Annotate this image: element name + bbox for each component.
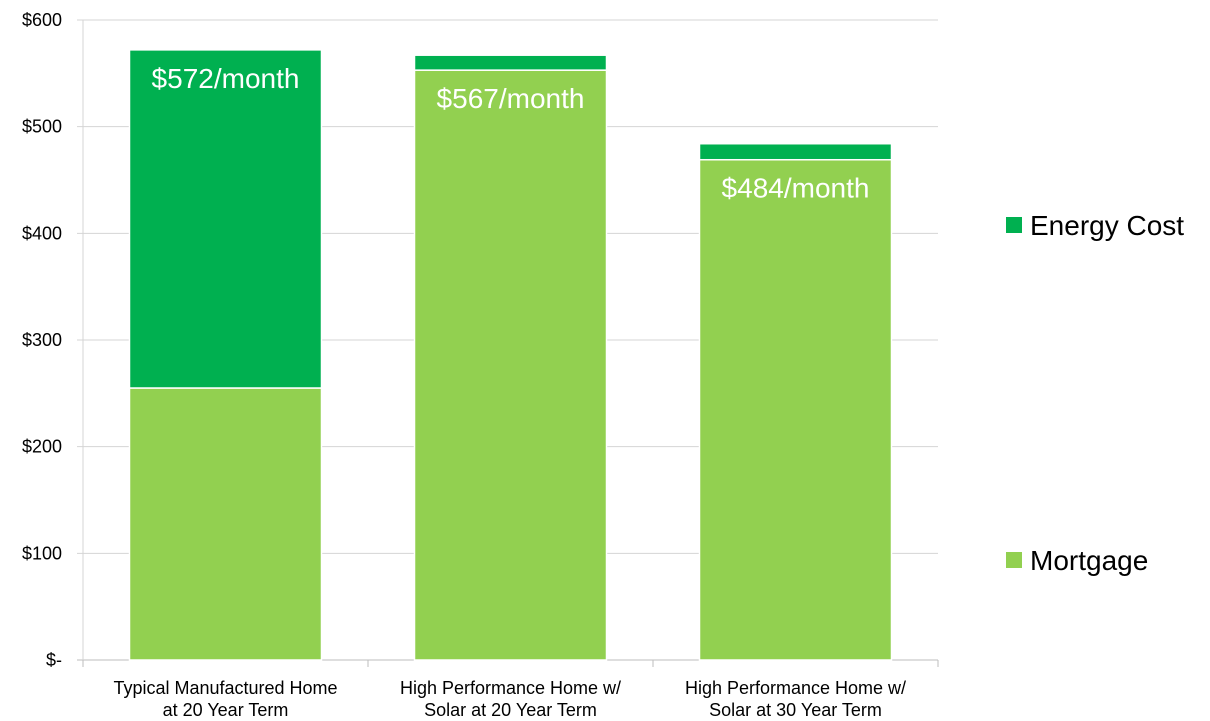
- y-tick-label: $300: [22, 330, 62, 350]
- bar-segment-energy-cost: [413, 54, 608, 71]
- y-tick-label: $500: [22, 117, 62, 137]
- y-tick-label: $-: [46, 650, 62, 670]
- bar-segment-mortgage: [698, 158, 893, 661]
- legend-swatch-energy-cost: [1006, 217, 1022, 233]
- x-category-label: High Performance Home w/Solar at 20 Year…: [400, 678, 621, 720]
- y-axis: $- $100 $200 $300 $400 $500 $600: [22, 10, 84, 670]
- bars: $572/month $567/month $484/month: [128, 49, 893, 661]
- bar-segment-mortgage: [128, 387, 323, 661]
- x-category-label: High Performance Home w/Solar at 30 Year…: [685, 678, 906, 720]
- bar-total-label: $484/month: [722, 173, 870, 204]
- legend-label: Energy Cost: [1030, 210, 1184, 241]
- bar-segment-mortgage: [413, 69, 608, 661]
- legend-swatch-mortgage: [1006, 552, 1022, 568]
- bar-total-label: $567/month: [437, 83, 585, 114]
- bar-total-label: $572/month: [152, 63, 300, 94]
- y-tick-label: $100: [22, 543, 62, 563]
- bar-segment-energy-cost: [698, 142, 893, 161]
- legend-label: Mortgage: [1030, 545, 1148, 576]
- x-axis: Typical Manufactured Home at 20 Year Term…: [82, 660, 939, 720]
- y-tick-label: $400: [22, 223, 62, 243]
- bar-segment-energy-cost: [128, 49, 323, 389]
- x-category-label: Typical Manufactured Home at 20 Year Term: [113, 678, 337, 720]
- y-tick-label: $600: [22, 10, 62, 30]
- legend: Energy Cost Mortgage: [1006, 210, 1184, 576]
- y-tick-label: $200: [22, 437, 62, 457]
